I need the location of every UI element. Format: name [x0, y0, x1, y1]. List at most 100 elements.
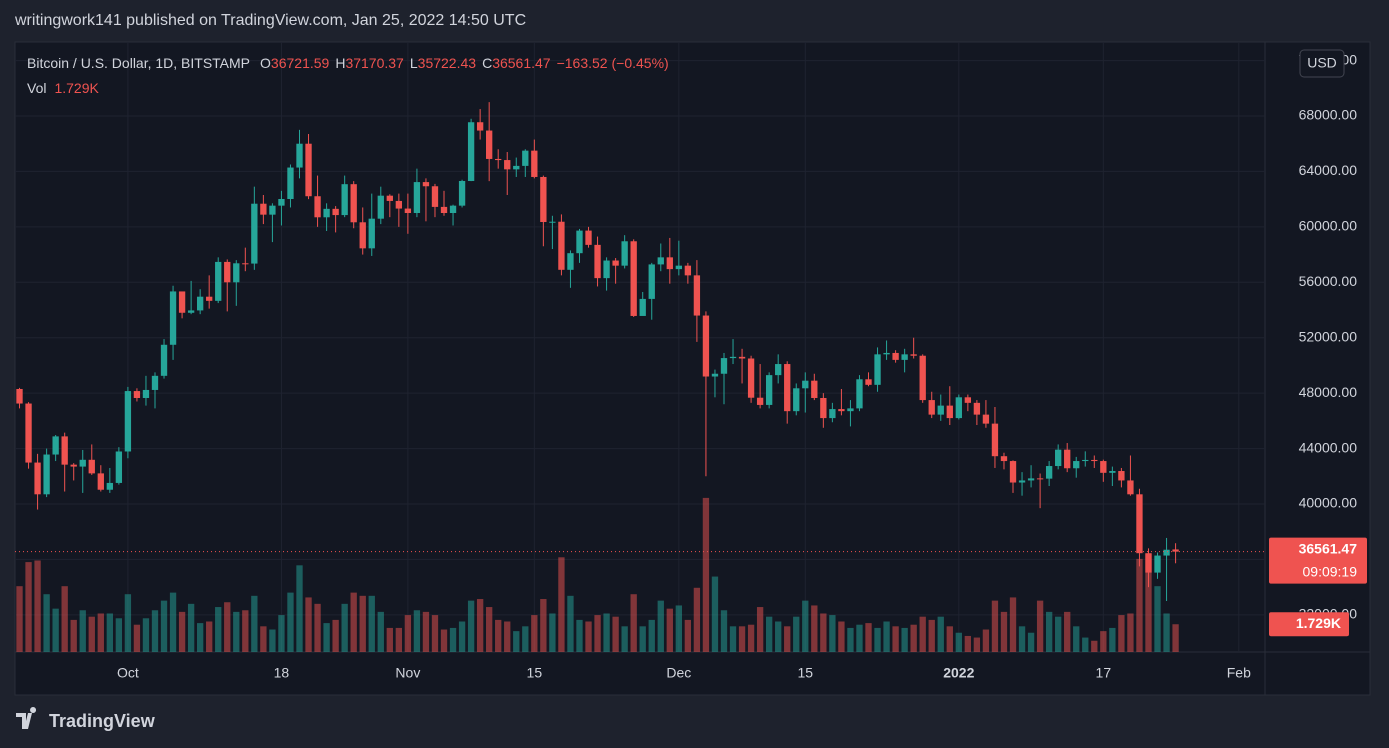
legend-value: 36721.59 — [271, 55, 330, 71]
volume-bar — [856, 624, 863, 652]
volume-bar — [991, 600, 999, 652]
candle-body — [1091, 459, 1098, 462]
candle-body — [314, 196, 321, 218]
volume-bar — [486, 607, 493, 652]
candle-body — [61, 436, 68, 465]
volume-bar — [1036, 600, 1044, 652]
candle-body — [43, 454, 50, 495]
volume-bar — [206, 621, 213, 652]
candle-body — [224, 261, 231, 283]
volume-bar — [332, 619, 339, 652]
candle-body — [820, 397, 827, 419]
publish-note: writingwork141 published on TradingView.… — [14, 12, 526, 29]
volume-bar — [1073, 626, 1080, 652]
volume-bar — [973, 637, 981, 652]
volume-bar — [1109, 627, 1116, 652]
volume-bar — [522, 626, 529, 652]
candle-body — [25, 403, 32, 463]
volume-bar — [305, 597, 312, 652]
volume-bar — [169, 592, 177, 652]
candle-body — [720, 358, 728, 374]
candle-body — [621, 241, 628, 266]
volume-legend: Vol 1.729K — [27, 80, 100, 96]
candle-body — [639, 298, 646, 316]
candle-body — [1172, 549, 1179, 552]
legend-key: C — [482, 55, 492, 71]
candle-body — [287, 167, 294, 200]
candle-body — [522, 150, 529, 166]
candle-body — [513, 165, 520, 170]
candle-body — [955, 397, 962, 419]
volume-bar — [702, 497, 710, 652]
candle-body — [567, 253, 574, 270]
candle-body — [160, 344, 168, 376]
x-tick-label: 17 — [1096, 665, 1112, 681]
volume-bar — [937, 616, 944, 652]
currency-button[interactable] — [1299, 49, 1345, 78]
x-tick-label: 2022 — [943, 665, 974, 681]
candle-body — [630, 241, 637, 316]
candle-body — [612, 260, 619, 266]
volume-legend-name: Vol — [27, 80, 46, 96]
legend: Bitcoin / U.S. Dollar, 1D, BITSTAMP O3672… — [27, 55, 669, 71]
volume-bar — [549, 613, 556, 652]
candle-body — [278, 199, 285, 206]
volume-bar — [784, 626, 791, 652]
candle-body — [323, 208, 330, 218]
volume-bar — [449, 627, 457, 652]
candle-body — [504, 160, 511, 170]
candle-body — [549, 221, 556, 223]
volume-bar — [1027, 632, 1035, 652]
candle-body — [892, 352, 899, 360]
volume-bar — [34, 560, 41, 652]
volume-bar — [576, 619, 583, 652]
x-tick-label: 15 — [797, 665, 813, 681]
volume-bar — [1055, 616, 1062, 652]
symbol-title: Bitcoin / U.S. Dollar, 1D, BITSTAMP — [27, 55, 250, 71]
candle-body — [187, 310, 195, 313]
candle-body — [215, 261, 222, 301]
candle-body — [540, 176, 547, 223]
volume-bar — [910, 624, 917, 652]
candle-body — [1163, 549, 1170, 556]
volume-bar — [495, 619, 502, 652]
candle-body — [838, 409, 845, 412]
volume-bar — [675, 605, 682, 652]
price-tag — [1269, 537, 1367, 584]
candle-body — [178, 291, 186, 313]
candle-body — [422, 182, 430, 187]
candle-body — [359, 222, 366, 249]
volume-bar — [16, 586, 23, 652]
candle-body — [729, 356, 737, 359]
volume-bar — [88, 616, 95, 652]
candle-body — [467, 122, 475, 181]
volume-bar — [323, 623, 330, 652]
candle-body — [793, 388, 800, 412]
candle-body — [531, 150, 538, 177]
candles — [16, 102, 1179, 602]
x-tick-label: Oct — [117, 665, 139, 681]
volume-bar — [160, 600, 168, 652]
candle-body — [594, 244, 601, 279]
volume-bar — [151, 610, 159, 652]
candle-body — [1073, 461, 1080, 469]
volume-bar — [1172, 624, 1179, 652]
volume-bar — [1127, 613, 1134, 652]
candle-body — [829, 409, 836, 419]
volume-bar — [79, 610, 86, 652]
candle-body — [1045, 466, 1053, 479]
volume-bar — [124, 594, 132, 652]
volume-bar — [476, 599, 484, 652]
brand: TradingView — [16, 707, 156, 731]
candle-body — [495, 158, 502, 161]
volume-bar — [540, 599, 547, 652]
candle-body — [1118, 471, 1125, 481]
candle-body — [558, 221, 565, 270]
candle-body — [296, 143, 303, 168]
candle-body — [1136, 494, 1143, 554]
candle-body — [1027, 478, 1035, 481]
volume-bar — [287, 592, 294, 652]
candle-body — [1100, 461, 1107, 473]
candle-body — [486, 130, 493, 159]
currency-label: USD — [1307, 55, 1337, 71]
